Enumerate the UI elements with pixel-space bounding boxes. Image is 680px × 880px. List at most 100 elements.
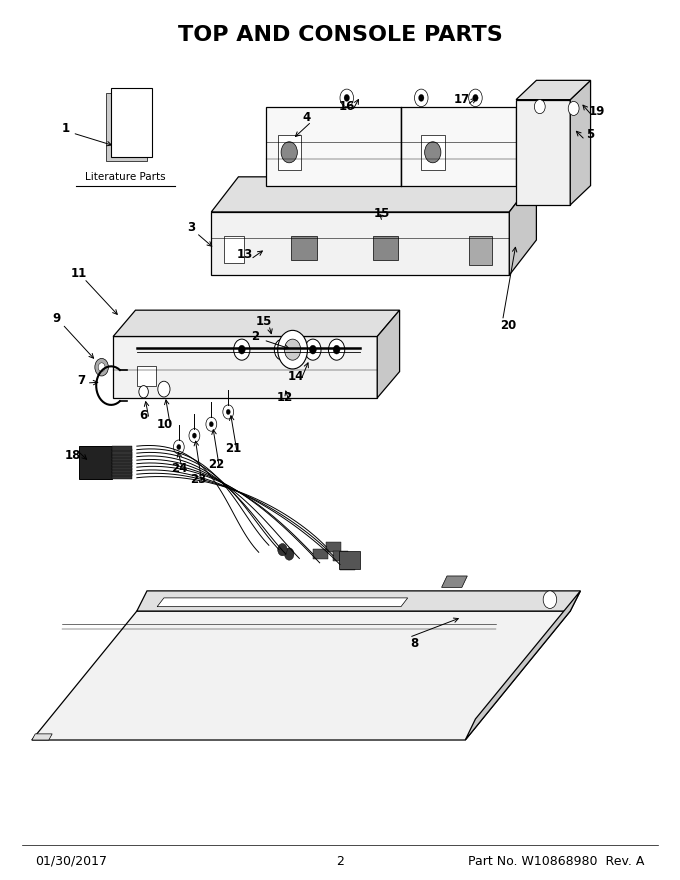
Polygon shape	[211, 177, 537, 212]
Bar	[112, 465, 132, 470]
Circle shape	[226, 409, 231, 414]
Text: 23: 23	[190, 473, 206, 486]
Text: 5: 5	[586, 128, 595, 141]
Circle shape	[223, 405, 234, 419]
Text: 19: 19	[589, 105, 605, 118]
Text: 4: 4	[302, 111, 310, 124]
Circle shape	[239, 345, 245, 354]
Bar	[277, 135, 301, 170]
Circle shape	[95, 358, 108, 376]
Text: Part No. W10868980  Rev. A: Part No. W10868980 Rev. A	[469, 854, 645, 868]
Text: 24: 24	[171, 462, 187, 474]
Circle shape	[277, 544, 287, 556]
Circle shape	[177, 444, 181, 450]
Circle shape	[473, 94, 478, 101]
Polygon shape	[265, 106, 401, 186]
Bar	[112, 468, 132, 473]
Circle shape	[328, 339, 345, 360]
Text: 17: 17	[454, 93, 470, 106]
Bar	[112, 450, 132, 455]
Bar	[291, 236, 317, 260]
Bar	[106, 92, 147, 161]
Polygon shape	[377, 310, 400, 398]
Circle shape	[173, 440, 184, 454]
Bar	[326, 542, 341, 553]
Bar	[373, 236, 398, 260]
Text: 6: 6	[139, 409, 148, 422]
Bar	[339, 552, 360, 569]
Text: 8: 8	[410, 637, 419, 650]
Text: 01/30/2017: 01/30/2017	[35, 854, 107, 868]
Text: 18: 18	[65, 450, 81, 462]
Polygon shape	[516, 99, 571, 205]
Circle shape	[333, 345, 340, 354]
Polygon shape	[32, 611, 571, 740]
Circle shape	[189, 429, 200, 443]
Bar	[112, 446, 132, 451]
Bar	[333, 551, 348, 561]
Text: 11: 11	[71, 267, 88, 280]
Circle shape	[543, 590, 557, 608]
Polygon shape	[157, 598, 408, 606]
Circle shape	[344, 94, 350, 101]
Circle shape	[206, 417, 217, 431]
Text: 13: 13	[237, 247, 254, 260]
Polygon shape	[516, 80, 590, 99]
Text: 12: 12	[276, 392, 292, 405]
Circle shape	[274, 339, 290, 360]
Text: TOP AND CONSOLE PARTS: TOP AND CONSOLE PARTS	[177, 25, 503, 45]
Text: 3: 3	[187, 221, 195, 234]
Text: 16: 16	[339, 100, 355, 114]
Bar	[422, 135, 445, 170]
Circle shape	[340, 89, 354, 106]
Bar	[469, 237, 492, 265]
Circle shape	[284, 339, 301, 360]
Circle shape	[424, 142, 441, 163]
Bar	[137, 366, 156, 385]
Circle shape	[419, 94, 424, 101]
Text: Literature Parts: Literature Parts	[85, 172, 166, 182]
Text: 2: 2	[336, 854, 344, 868]
Circle shape	[279, 345, 286, 354]
Circle shape	[98, 363, 105, 371]
Circle shape	[309, 345, 316, 354]
Circle shape	[209, 422, 214, 427]
Bar	[112, 471, 132, 476]
Bar	[112, 456, 132, 461]
Text: 1: 1	[62, 122, 70, 136]
Text: 2: 2	[252, 330, 259, 343]
Polygon shape	[509, 177, 537, 275]
Circle shape	[139, 385, 148, 398]
Text: 14: 14	[288, 370, 304, 384]
Text: 9: 9	[53, 312, 61, 326]
Circle shape	[192, 433, 197, 438]
Polygon shape	[465, 590, 581, 740]
Circle shape	[415, 89, 428, 106]
Text: 10: 10	[157, 418, 173, 430]
Bar	[112, 474, 132, 480]
Text: 20: 20	[500, 319, 516, 333]
Bar	[80, 446, 112, 480]
Polygon shape	[401, 106, 516, 186]
Polygon shape	[571, 80, 590, 205]
Circle shape	[234, 339, 250, 360]
Text: 22: 22	[209, 458, 225, 471]
Circle shape	[534, 99, 545, 114]
Bar	[340, 560, 355, 570]
Circle shape	[568, 101, 579, 115]
Polygon shape	[137, 590, 581, 611]
Bar	[112, 458, 132, 464]
Polygon shape	[211, 212, 509, 275]
Text: 21: 21	[225, 443, 241, 455]
Circle shape	[281, 142, 297, 163]
Bar	[111, 88, 152, 157]
Circle shape	[158, 381, 170, 397]
Bar	[112, 452, 132, 458]
Bar	[224, 237, 244, 263]
Polygon shape	[113, 336, 377, 398]
Circle shape	[284, 548, 294, 561]
Polygon shape	[113, 310, 400, 336]
Circle shape	[305, 339, 321, 360]
Text: 15: 15	[256, 315, 272, 328]
Circle shape	[277, 330, 307, 369]
